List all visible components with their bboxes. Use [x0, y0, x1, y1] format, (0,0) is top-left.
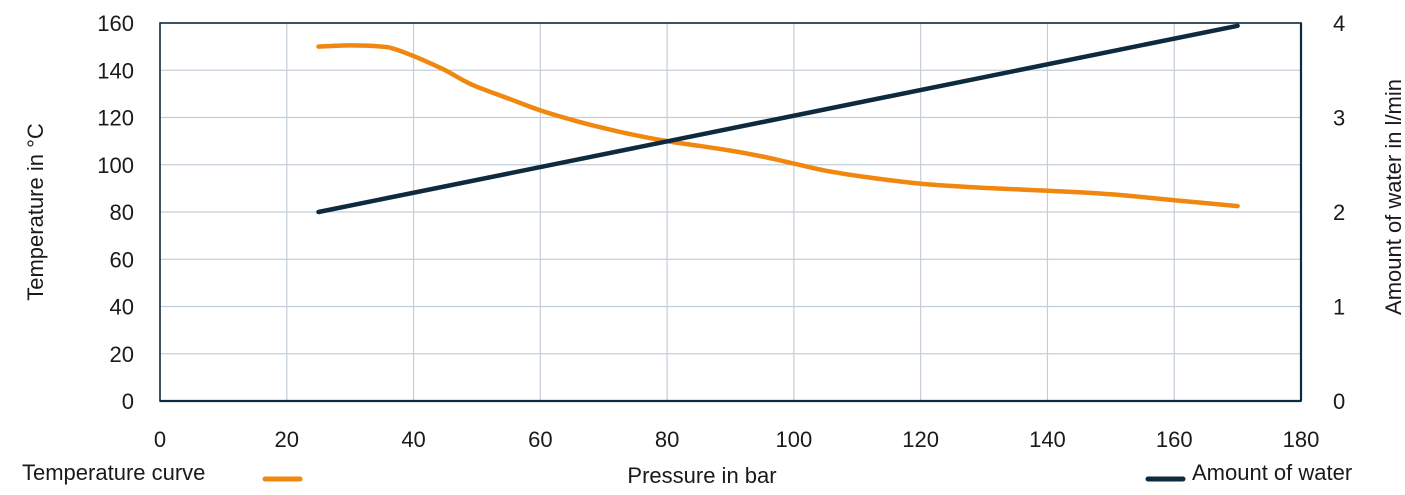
series-line-water	[316, 23, 1240, 215]
y-left-tick-label: 100	[97, 153, 134, 178]
series-lines	[316, 23, 1240, 215]
grid-lines	[160, 23, 1301, 401]
x-axis-title: Pressure in bar	[627, 463, 776, 488]
y-right-tick-label: 4	[1333, 11, 1345, 36]
x-tick-label: 60	[528, 427, 552, 452]
legend-water-label: Amount of water	[1192, 460, 1352, 485]
x-tick-label: 100	[776, 427, 813, 452]
x-tick-label: 180	[1283, 427, 1320, 452]
y-left-tick-label: 140	[97, 58, 134, 83]
y-right-tick-label: 0	[1333, 389, 1345, 414]
y-left-tick-label: 160	[97, 11, 134, 36]
legend-temperature-label: Temperature curve	[22, 460, 205, 485]
y-left-tick-label: 0	[122, 389, 134, 414]
x-tick-label: 20	[275, 427, 299, 452]
tick-labels: 0 20 40 60 80 100 120 140 160 1800204060801001201…	[97, 11, 1345, 452]
y-left-tick-label: 40	[110, 295, 134, 320]
x-tick-label: 120	[902, 427, 939, 452]
y-right-tick-label: 2	[1333, 200, 1345, 225]
legend-temperature: Temperature curve	[22, 460, 303, 485]
y-left-tick-label: 120	[97, 106, 134, 131]
y-axis-left-title: Temperature in °C	[23, 123, 48, 301]
y-left-tick-label: 80	[110, 200, 134, 225]
y-axis-right-title: Amount of water in l/min	[1381, 79, 1405, 315]
x-tick-label: 160	[1156, 427, 1193, 452]
y-left-tick-label: 60	[110, 247, 134, 272]
x-tick-label: 80	[655, 427, 679, 452]
y-right-tick-label: 1	[1333, 295, 1345, 320]
axes	[159, 22, 1303, 403]
legend-water: Amount of water	[1145, 460, 1352, 485]
x-tick-label: 40	[401, 427, 425, 452]
y-left-tick-label: 20	[110, 342, 134, 367]
x-tick-label: 0	[154, 427, 166, 452]
y-right-tick-label: 3	[1333, 106, 1345, 131]
x-tick-label: 140	[1029, 427, 1066, 452]
